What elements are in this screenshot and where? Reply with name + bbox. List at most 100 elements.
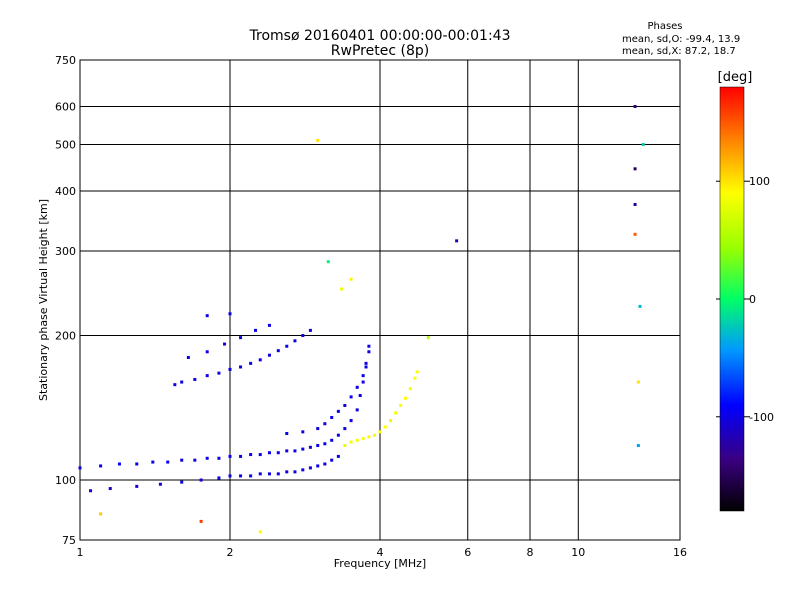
data-point (217, 476, 221, 480)
x-axis-label: Frequency [MHz] (334, 557, 426, 570)
data-point (205, 374, 209, 378)
data-point (361, 437, 365, 441)
phase-colorbar (719, 86, 745, 512)
colorbar-tick-label: 0 (749, 293, 756, 306)
data-point (373, 433, 377, 437)
data-point (413, 376, 417, 380)
colorbar-label: [deg] (718, 70, 753, 85)
data-point (205, 456, 209, 460)
y-tick-label: 200 (55, 330, 76, 343)
data-point (349, 277, 353, 281)
data-point (239, 336, 243, 340)
data-point (193, 458, 197, 462)
data-point (205, 314, 209, 318)
data-point (117, 462, 121, 466)
data-point (355, 408, 359, 412)
data-point (358, 394, 362, 398)
data-point (389, 419, 393, 423)
data-point (276, 451, 280, 455)
data-point (267, 323, 271, 327)
data-point (228, 312, 232, 316)
plot-area: 1 2 4 6 8 10 16 75 100 200 300 400 500 600 750 (55, 54, 687, 559)
data-point (340, 287, 344, 291)
data-point (367, 344, 371, 348)
data-point (330, 458, 334, 462)
data-point (151, 460, 155, 464)
data-point (308, 466, 312, 470)
data-point (355, 385, 359, 389)
data-point (239, 365, 243, 369)
data-point (166, 460, 170, 464)
data-point (193, 377, 197, 381)
data-point (336, 433, 340, 437)
data-point (78, 466, 82, 470)
data-point (633, 105, 637, 109)
x-tick-label: 10 (571, 546, 585, 559)
data-point (367, 435, 371, 439)
data-point (336, 454, 340, 458)
y-tick-label: 300 (55, 245, 76, 258)
data-point (285, 449, 289, 453)
data-point (316, 138, 320, 142)
x-tick-label: 4 (377, 546, 384, 559)
data-point (641, 143, 645, 147)
data-point (205, 350, 209, 354)
data-point (301, 447, 305, 451)
data-point (180, 458, 184, 462)
data-point (135, 462, 139, 466)
data-point (99, 512, 103, 516)
data-point (158, 482, 162, 486)
data-point (199, 478, 203, 482)
y-tick-label: 500 (55, 139, 76, 152)
data-point (330, 415, 334, 419)
x-tick-label: 1 (77, 546, 84, 559)
data-point (217, 456, 221, 460)
data-point (293, 449, 297, 453)
data-point (180, 480, 184, 484)
data-point (267, 353, 271, 357)
data-point (249, 361, 253, 365)
data-point (383, 425, 387, 429)
data-point (349, 395, 353, 399)
y-tick-label: 750 (55, 54, 76, 67)
x-tick-label: 8 (527, 546, 534, 559)
data-point (285, 344, 289, 348)
data-point (364, 361, 368, 365)
data-point (316, 427, 320, 431)
stats-line-x: mean, sd,X: 87.2, 18.7 (622, 46, 736, 57)
data-point (249, 453, 253, 457)
data-point (267, 451, 271, 455)
data-point (108, 487, 112, 491)
data-point (301, 468, 305, 472)
data-point (217, 371, 221, 375)
data-point (228, 367, 232, 371)
data-point (253, 328, 257, 332)
chart-title: Tromsø 20160401 00:00:00-00:01:43 (249, 28, 511, 44)
data-point (378, 430, 382, 434)
data-point (258, 453, 262, 457)
data-point (638, 304, 642, 308)
data-point (228, 474, 232, 478)
data-point (361, 374, 365, 378)
data-point (343, 403, 347, 407)
data-point (293, 470, 297, 474)
x-tick-label: 16 (673, 546, 687, 559)
data-point (343, 444, 347, 448)
y-tick-label: 600 (55, 101, 76, 114)
x-tick-labels: 1 2 4 6 8 10 16 (77, 546, 688, 559)
data-point (349, 440, 353, 444)
data-point (636, 380, 640, 384)
y-tick-labels: 75 100 200 300 400 500 600 750 (55, 54, 76, 547)
colorbar-tick-label: -100 (749, 411, 774, 424)
colorbar-tick-label: 100 (749, 175, 770, 188)
data-point (276, 349, 280, 353)
data-point (293, 339, 297, 343)
data-point (239, 454, 243, 458)
data-point (455, 239, 459, 243)
scatter-points (78, 105, 645, 534)
data-point (99, 464, 103, 468)
chart-subtitle: RwPretec (8p) (331, 43, 429, 59)
stats-line-o: mean, sd,O: -99.4, 13.9 (622, 34, 740, 45)
data-point (633, 232, 637, 236)
